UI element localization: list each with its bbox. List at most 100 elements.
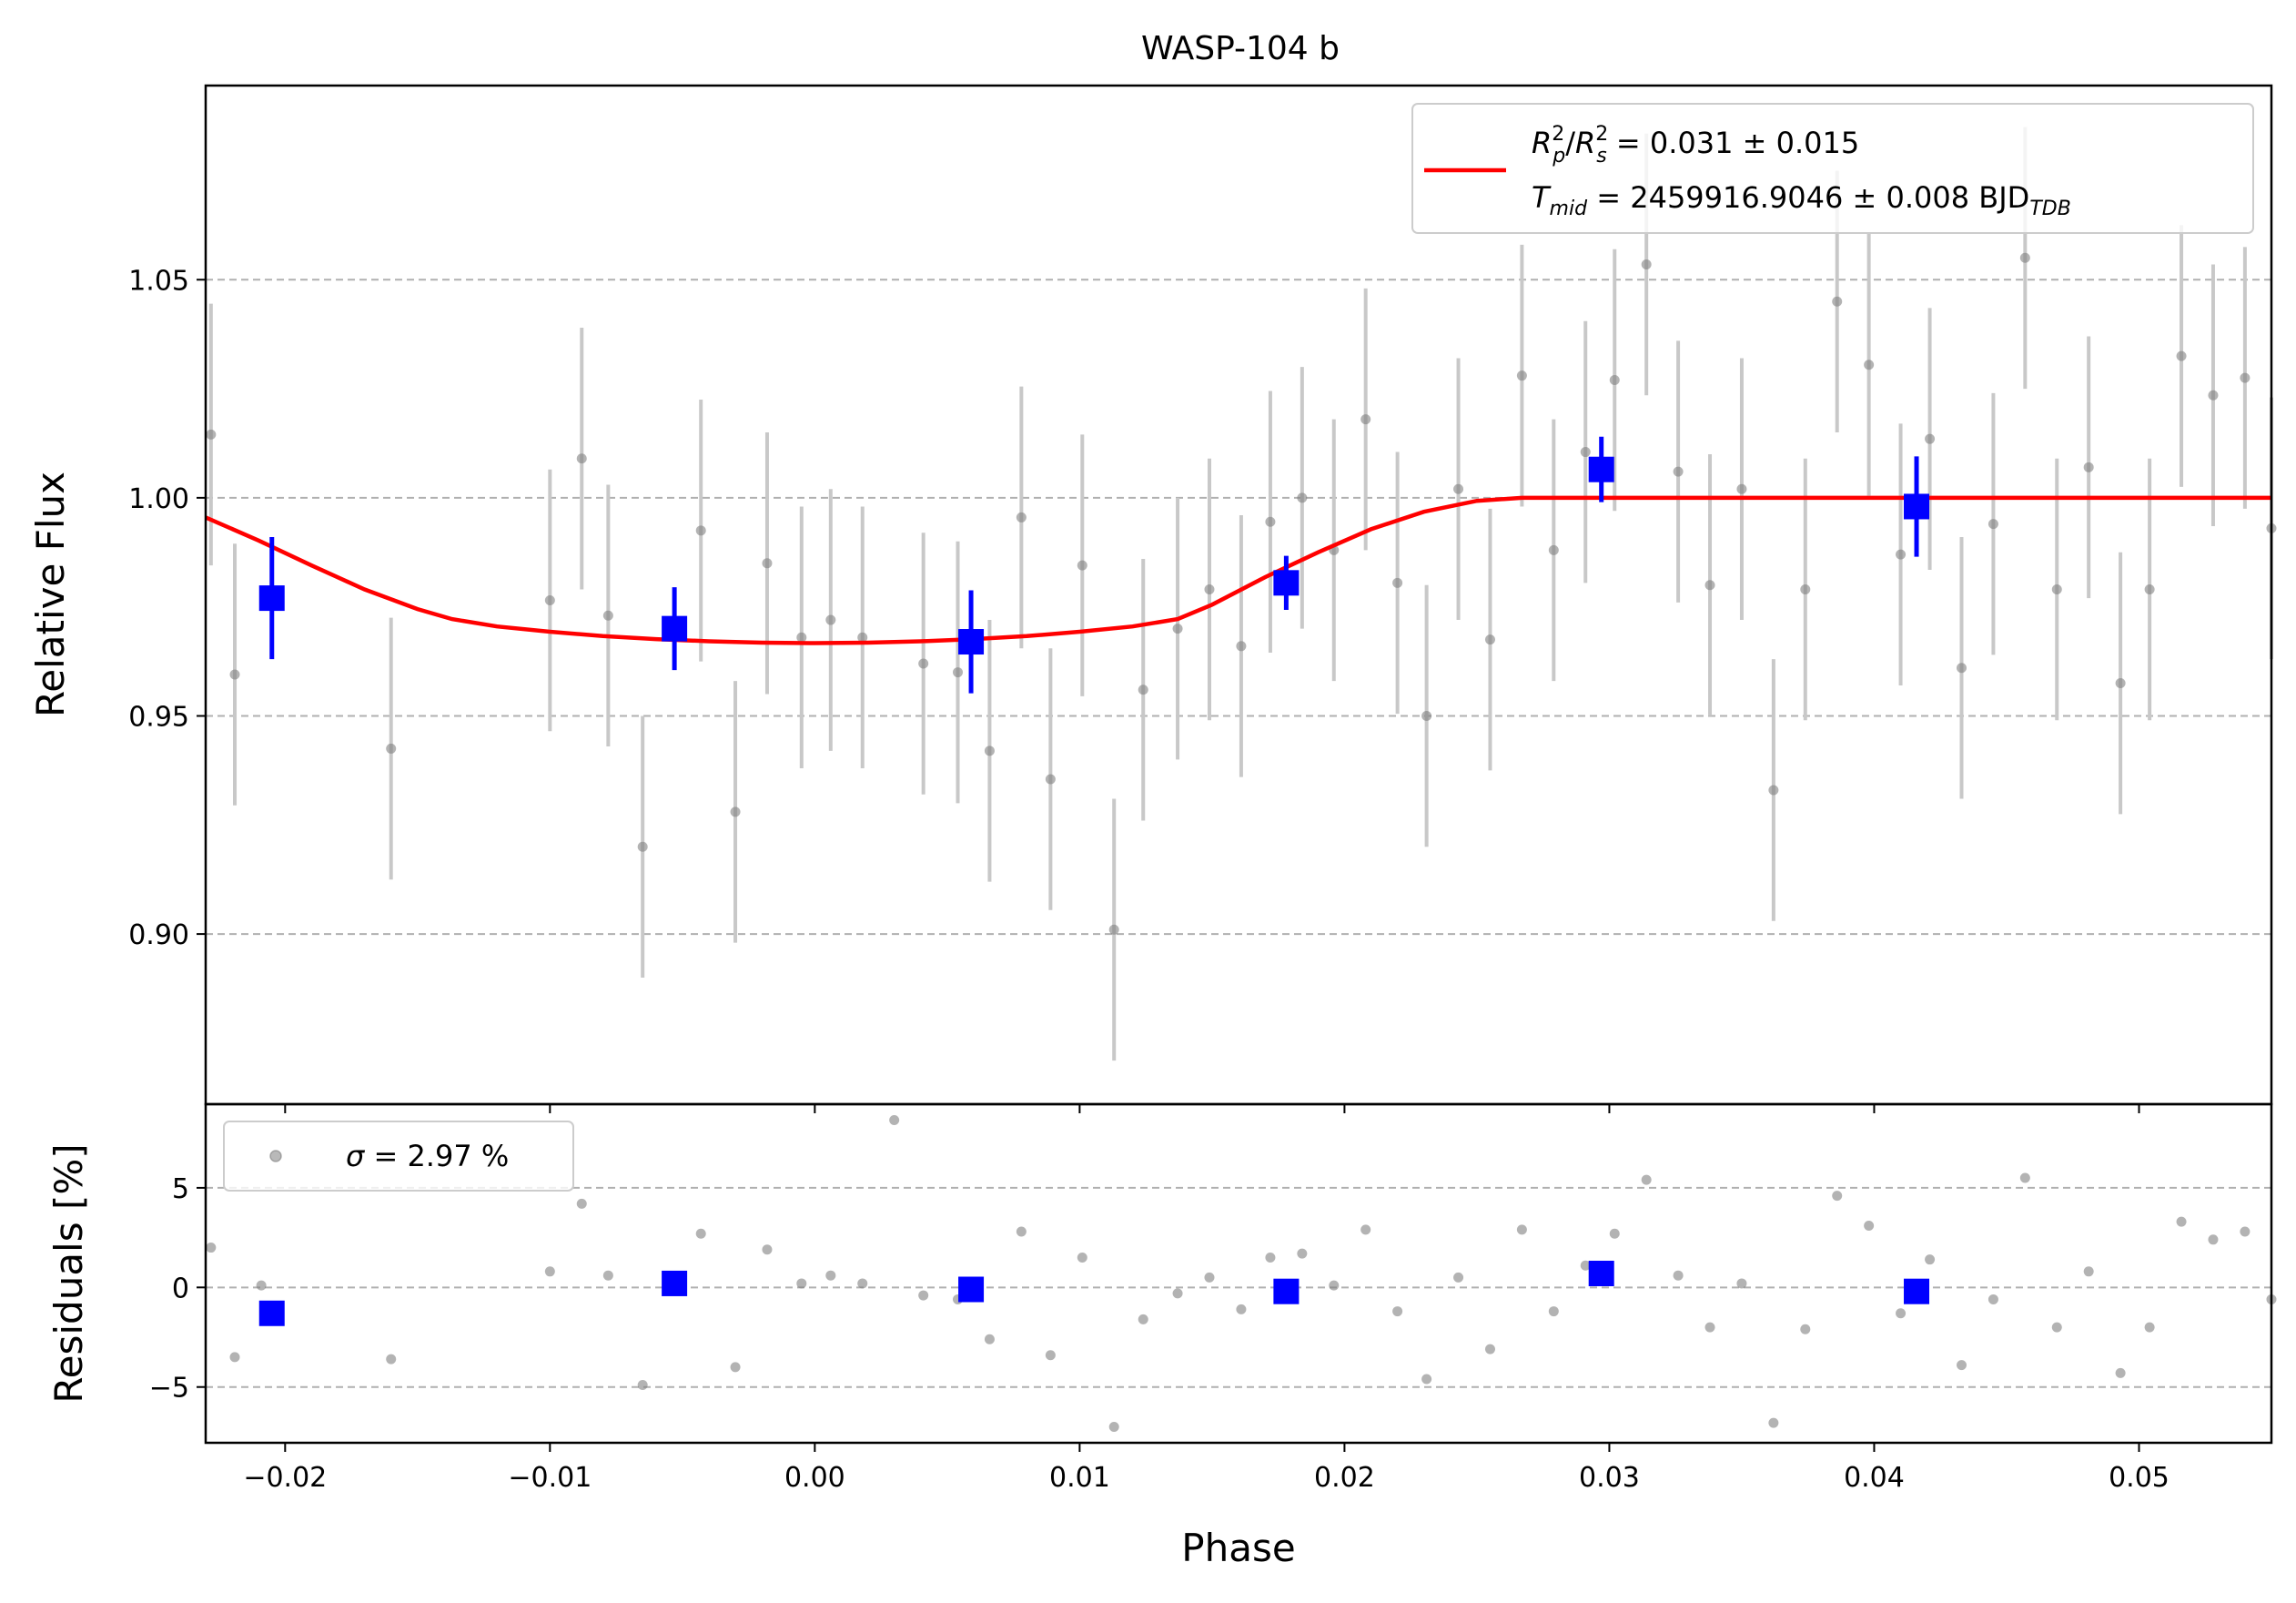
data-point [1957,663,1967,674]
data-point [229,669,240,680]
chart-title: WASP-104 b [1141,30,1340,67]
data-point [1516,370,1527,381]
data-point [637,841,648,852]
top-panel-errorbars [208,127,2273,1061]
top-y-tick-label: 0.95 [128,701,189,733]
bottom-legend: σ = 2.97 % [223,1121,574,1192]
residual-point [857,1278,868,1289]
x-axis-label: Phase [1181,1526,1295,1570]
data-point [544,594,555,605]
data-point [796,632,807,643]
top-legend-box [1411,103,2254,234]
top-panel-binned-points [258,436,1930,694]
residual-point [1516,1224,1527,1235]
data-point [825,614,836,625]
residual-point [1329,1280,1340,1291]
data-point [953,667,964,678]
top-legend-entry-1: R2 p/R2 s = 0.031 ± 0.015 [1532,123,1859,167]
bottom-panel-frame [204,1102,2273,1445]
binned-residual-point [662,1270,688,1296]
x-tick-label: −0.02 [243,1462,327,1494]
data-point [2208,390,2219,401]
bottom-y-tick-label: 5 [172,1173,189,1205]
data-point [1453,483,1464,494]
data-point [1421,710,1432,721]
residual-point [1392,1306,1403,1317]
data-point [1265,516,1276,527]
top-legend-entry-2: Tmid = 2459916.9046 ± 0.008 BJDTDB [1532,180,2071,220]
data-point [1077,560,1087,571]
binned-point [958,629,985,655]
data-point [1800,584,1811,595]
data-point [2115,678,2126,689]
residual-point [1864,1220,1875,1231]
bottom-panel-data-points [206,1115,2277,1432]
residual-point [1896,1308,1907,1319]
residual-point [2176,1216,2187,1227]
x-tick-label: 0.02 [1314,1462,1375,1494]
residual-point [984,1334,995,1344]
top-y-tick-label: 0.90 [128,919,189,951]
data-point [1832,296,1843,307]
data-point [730,807,741,817]
data-point [1580,447,1591,458]
top-panel-data-points [206,252,2277,935]
data-point [1204,584,1215,595]
residual-point [2019,1172,2030,1183]
residual-point [1673,1270,1684,1281]
data-point [1736,483,1747,494]
residual-point [1172,1288,1183,1299]
binned-residual-point [1273,1278,1300,1304]
data-point [386,743,397,754]
data-point [2083,462,2094,472]
residual-point [2240,1226,2250,1237]
residual-point [1236,1304,1247,1314]
residual-point [762,1244,773,1255]
data-point [762,558,773,569]
residual-point [229,1352,240,1363]
data-point [984,746,995,756]
residual-point [825,1270,836,1281]
residual-point [2144,1322,2155,1333]
binned-residual-point [1904,1278,1930,1304]
bottom-y-axis-label: Residuals [%] [46,1143,91,1403]
bottom-legend-label: σ = 2.97 % [346,1139,509,1173]
data-point [1864,360,1875,370]
top-y-axis-label: Relative Flux [28,472,73,717]
residual-point [918,1290,929,1301]
x-tick-label: 0.01 [1049,1462,1110,1494]
binned-point [1273,570,1300,596]
residual-point [386,1354,397,1365]
data-point [1236,641,1247,652]
residual-point [1108,1421,1119,1432]
residual-point [1641,1174,1652,1185]
x-tick-label: 0.05 [2109,1462,2170,1494]
residual-point [2208,1234,2219,1245]
data-point [695,525,706,536]
data-point [918,658,929,669]
residual-point [206,1243,217,1253]
residual-point [1453,1272,1464,1283]
residual-point [1704,1322,1715,1333]
residual-point [796,1278,807,1289]
residual-point [1484,1344,1495,1354]
bottom-legend-marker [269,1150,282,1162]
data-point [1484,634,1495,645]
data-point [1988,519,1998,530]
residual-point [2051,1322,2062,1333]
bottom-legend-box [223,1121,574,1192]
residual-point [1925,1254,1936,1265]
data-point [1768,785,1779,796]
residual-point [602,1270,613,1281]
binned-point [1904,493,1930,520]
residual-point [2083,1266,2094,1277]
residual-point [1736,1278,1747,1289]
residual-point [889,1115,900,1126]
residual-point [1265,1252,1276,1263]
top-y-tick-label: 1.05 [128,265,189,297]
residual-point [1609,1228,1620,1239]
data-point [2176,350,2187,361]
top-legend: R2 p/R2 s = 0.031 ± 0.015 Tmid = 2459916.9… [1411,103,2254,234]
residual-point [576,1198,587,1209]
residual-point [1360,1224,1371,1235]
